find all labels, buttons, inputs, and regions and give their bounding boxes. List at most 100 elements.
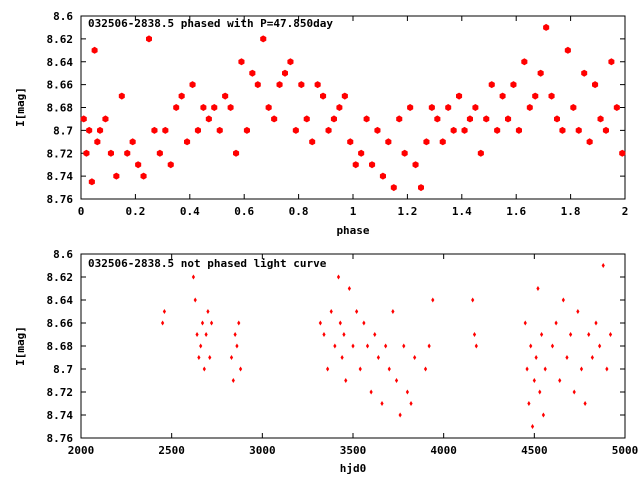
unphased-y-tick-label: 8.74 xyxy=(47,409,74,422)
phased-data-point xyxy=(499,92,506,100)
phased-y-tick-label: 8.74 xyxy=(47,170,74,183)
unphased-data-point xyxy=(525,366,529,372)
phased-data-point xyxy=(320,92,327,100)
phased-data-point xyxy=(135,161,142,169)
phased-data-point xyxy=(445,104,452,111)
phased-data-point xyxy=(162,126,169,134)
phased-data-point xyxy=(282,69,288,77)
phased-data-point xyxy=(488,81,495,89)
phased-data-point xyxy=(602,126,609,134)
unphased-y-tick-label: 8.64 xyxy=(47,294,74,307)
unphased-data-point xyxy=(474,343,478,349)
unphased-data-point xyxy=(199,343,203,349)
phased-y-tick-label: 8.6 xyxy=(53,10,73,23)
phased-data-point xyxy=(194,126,201,134)
unphased-data-point xyxy=(318,320,322,326)
phased-data-point xyxy=(249,69,256,77)
unphased-data-point xyxy=(409,401,413,406)
unphased-data-point xyxy=(427,343,431,349)
unphased-data-point xyxy=(358,366,362,372)
unphased-data-point xyxy=(536,286,540,291)
phased-x-tick-label: 2 xyxy=(622,205,629,218)
phased-data-point xyxy=(586,138,593,146)
unphased-data-point xyxy=(598,343,602,349)
unphased-data-point xyxy=(365,343,370,349)
phased-data-point xyxy=(390,184,397,192)
unphased-data-point xyxy=(558,378,562,383)
phased-data-point xyxy=(423,138,430,146)
phased-data-point xyxy=(265,104,272,111)
unphased-data-point xyxy=(523,320,527,326)
phased-data-point xyxy=(151,126,158,134)
phased-data-point xyxy=(107,149,114,157)
unphased-data-point xyxy=(565,355,569,360)
phased-data-point xyxy=(88,178,95,186)
unphased-data-point xyxy=(601,263,605,268)
unphased-x-tick-label: 2500 xyxy=(158,444,185,457)
unphased-data-point xyxy=(590,355,594,360)
phased-data-point xyxy=(428,104,435,111)
unphased-data-point xyxy=(231,378,235,383)
unphased-data-point xyxy=(391,309,395,314)
phased-data-point xyxy=(94,138,101,146)
unphased-data-point xyxy=(238,366,243,372)
unphased-x-tick-label: 4000 xyxy=(430,444,457,457)
phased-data-point xyxy=(140,172,147,180)
phased-data-point xyxy=(521,58,528,66)
phased-data-point xyxy=(178,92,185,100)
phased-data-point xyxy=(227,104,234,111)
unphased-y-tick-label: 8.68 xyxy=(47,340,74,353)
phased-data-point xyxy=(91,46,98,54)
unphased-data-point xyxy=(380,401,384,406)
unphased-data-point xyxy=(235,343,239,349)
unphased-data-point xyxy=(340,355,344,360)
unphased-data-point xyxy=(423,366,428,372)
phased-data-point xyxy=(83,149,90,157)
phased-data-point xyxy=(379,172,386,180)
unphased-data-point xyxy=(233,332,237,337)
phased-data-point xyxy=(287,58,294,66)
phased-data-point xyxy=(113,172,120,180)
unphased-data-point xyxy=(471,297,475,303)
unphased-data-point xyxy=(431,297,435,303)
phased-data-point xyxy=(559,126,566,134)
phased-y-tick-label: 8.66 xyxy=(47,79,74,92)
phased-data-point xyxy=(233,149,240,157)
phased-data-point xyxy=(146,35,152,43)
phased-data-point xyxy=(515,126,522,134)
phased-data-point xyxy=(80,115,87,123)
phased-data-point xyxy=(260,35,267,43)
phased-data-point xyxy=(292,126,299,134)
phased-y-tick-label: 8.76 xyxy=(47,193,74,206)
phased-y-tick-label: 8.72 xyxy=(47,147,74,160)
unphased-data-point xyxy=(387,366,391,372)
unphased-data-point xyxy=(195,332,199,337)
phased-chart-title: 032506-2838.5 phased with P=47.850day xyxy=(88,17,333,30)
phased-data-point xyxy=(554,115,560,123)
phased-x-tick-label: 0 xyxy=(78,205,85,218)
unphased-data-point xyxy=(326,366,330,372)
unphased-data-point xyxy=(472,332,477,337)
phased-x-tick-label: 0.2 xyxy=(125,205,145,218)
unphased-data-point xyxy=(162,309,167,314)
phased-x-tick-label: 0.6 xyxy=(234,205,254,218)
unphased-data-point xyxy=(587,332,591,337)
phased-data-point xyxy=(298,81,305,89)
phased-data-point xyxy=(325,126,332,134)
unphased-data-point xyxy=(338,320,342,326)
unphased-data-point xyxy=(336,274,341,280)
phased-data-point xyxy=(466,115,473,123)
unphased-data-point xyxy=(405,389,409,395)
unphased-data-point xyxy=(333,343,337,349)
unphased-y-tick-label: 8.62 xyxy=(47,271,74,284)
phased-data-point xyxy=(173,104,180,111)
phased-data-point xyxy=(330,115,337,123)
phased-data-point xyxy=(129,138,136,146)
phased-x-tick-label: 1.8 xyxy=(561,205,581,218)
unphased-data-point xyxy=(200,320,205,326)
phased-data-point xyxy=(505,115,512,123)
unphased-data-point xyxy=(608,332,613,337)
phased-data-point xyxy=(363,115,370,123)
unphased-x-axis-label: hjd0 xyxy=(340,462,367,475)
phased-data-point xyxy=(439,138,446,146)
